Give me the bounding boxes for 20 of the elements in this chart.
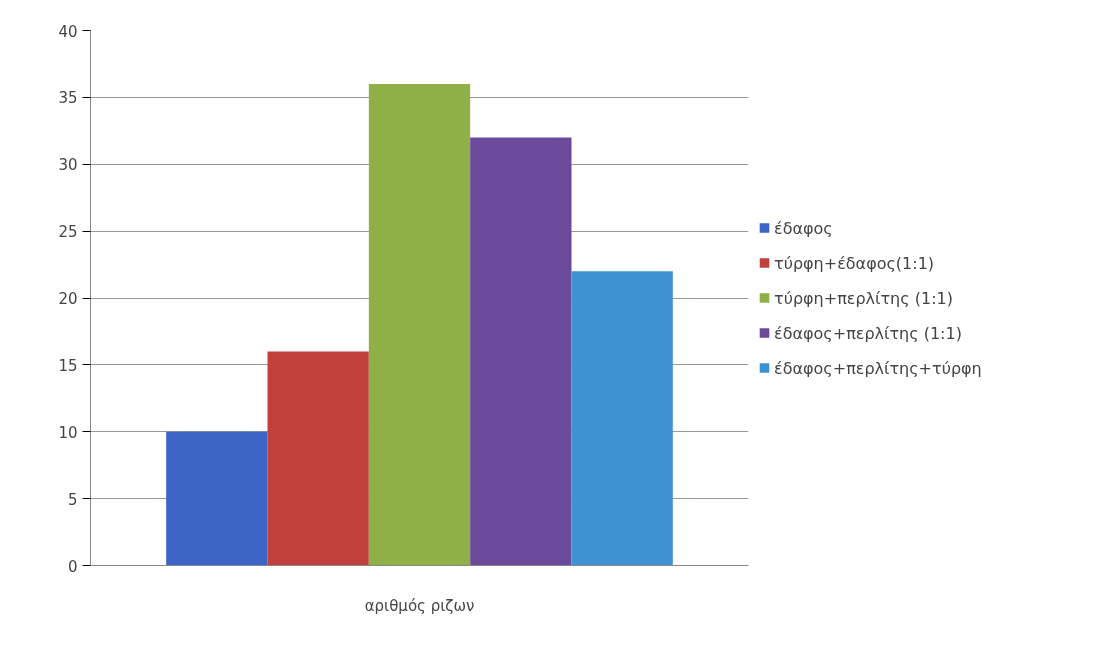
y-tick-label: 40 [58,22,78,41]
bar [166,431,268,566]
y-tick-label: 30 [58,156,78,175]
y-tick-label: 10 [58,423,78,442]
x-tick-label: αριθμός ριζων [364,596,475,615]
legend-label: τύρφη+περλίτης (1:1) [774,288,953,307]
bar [368,84,471,566]
legend-label: έδαφος+περλίτης (1:1) [774,323,962,342]
legend-label: έδαφος+περλίτης+τύρφη [774,358,982,377]
y-tick-label: 25 [58,223,78,242]
y-tick-label: 20 [58,290,78,308]
y-tick-label: 0 [67,557,78,576]
legend-label: τύρφη+έδαφος(1:1) [774,253,935,272]
y-tick-label: 35 [58,89,78,108]
bar [470,137,572,566]
legend-label: έδαφος [774,218,833,237]
bar [571,271,673,566]
y-tick-label: 5 [67,490,78,509]
y-tick-label: 15 [58,356,78,375]
bar [267,351,369,566]
